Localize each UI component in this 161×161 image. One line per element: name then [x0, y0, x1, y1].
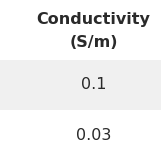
Text: Conductivity: Conductivity [36, 12, 150, 27]
Bar [0, 110, 161, 161]
Text: (S/m): (S/m) [69, 35, 118, 50]
Bar [0, 60, 161, 110]
Text: 0.1: 0.1 [81, 77, 106, 92]
Text: 0.03: 0.03 [76, 128, 111, 143]
Bar [0, 0, 161, 60]
